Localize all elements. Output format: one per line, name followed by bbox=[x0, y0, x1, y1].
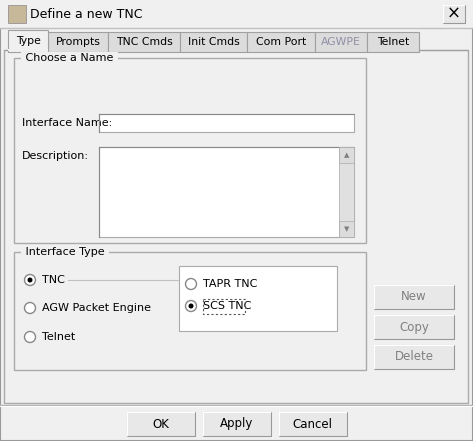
Text: Init Cmds: Init Cmds bbox=[188, 37, 239, 47]
Bar bbox=[180, 32, 247, 52]
Bar bbox=[179, 266, 337, 331]
Text: Description:: Description: bbox=[22, 151, 89, 161]
Bar bbox=[202, 412, 271, 436]
Text: Telnet: Telnet bbox=[42, 332, 75, 342]
Circle shape bbox=[27, 277, 33, 283]
Bar bbox=[4, 50, 468, 403]
Bar bbox=[444, 6, 466, 24]
Text: TNC Cmds: TNC Cmds bbox=[115, 37, 172, 47]
Text: OK: OK bbox=[152, 418, 169, 430]
Circle shape bbox=[25, 332, 35, 343]
Circle shape bbox=[189, 303, 193, 309]
Bar bbox=[0, 0, 473, 28]
Text: ×: × bbox=[447, 5, 461, 23]
Bar bbox=[203, 413, 272, 437]
Bar bbox=[443, 5, 465, 23]
Circle shape bbox=[185, 279, 196, 289]
Bar bbox=[14, 252, 366, 370]
Bar bbox=[8, 30, 48, 52]
Text: Delete: Delete bbox=[394, 351, 433, 363]
Circle shape bbox=[185, 300, 196, 311]
Bar bbox=[339, 147, 354, 163]
Bar bbox=[108, 32, 180, 52]
Bar bbox=[99, 147, 354, 237]
Bar bbox=[374, 345, 454, 369]
Bar bbox=[8, 5, 26, 23]
Bar bbox=[280, 413, 348, 437]
Text: SCS TNC: SCS TNC bbox=[203, 301, 251, 311]
Bar bbox=[339, 147, 354, 237]
Text: Copy: Copy bbox=[399, 321, 429, 333]
Bar bbox=[375, 286, 455, 310]
Circle shape bbox=[25, 303, 35, 314]
Text: Com Port: Com Port bbox=[256, 37, 306, 47]
Bar bbox=[99, 114, 354, 132]
Text: New: New bbox=[401, 291, 427, 303]
Bar bbox=[128, 413, 195, 437]
Text: Telnet: Telnet bbox=[377, 37, 409, 47]
Bar bbox=[367, 32, 419, 52]
Circle shape bbox=[25, 274, 35, 285]
Bar bbox=[14, 58, 366, 243]
Bar bbox=[247, 32, 315, 52]
Bar bbox=[203, 299, 245, 314]
Text: AGW Packet Engine: AGW Packet Engine bbox=[42, 303, 151, 313]
Text: Type: Type bbox=[16, 36, 40, 46]
Text: Define a new TNC: Define a new TNC bbox=[30, 7, 142, 20]
Text: Interface Name:: Interface Name: bbox=[22, 118, 112, 128]
Text: Cancel: Cancel bbox=[292, 418, 333, 430]
Bar bbox=[375, 346, 455, 370]
Bar bbox=[48, 32, 108, 52]
Bar bbox=[126, 412, 194, 436]
Text: TAPR TNC: TAPR TNC bbox=[203, 279, 257, 289]
Text: Interface Type: Interface Type bbox=[22, 247, 108, 257]
Bar bbox=[315, 32, 367, 52]
Bar bbox=[375, 316, 455, 340]
Text: TNC: TNC bbox=[42, 275, 65, 285]
Text: ▼: ▼ bbox=[344, 226, 349, 232]
Text: AGWPE: AGWPE bbox=[321, 37, 361, 47]
Bar bbox=[374, 315, 454, 339]
Text: ▲: ▲ bbox=[344, 152, 349, 158]
Text: Prompts: Prompts bbox=[55, 37, 100, 47]
Text: Apply: Apply bbox=[220, 418, 253, 430]
Bar bbox=[279, 412, 347, 436]
Bar bbox=[339, 221, 354, 237]
Text: Choose a Name: Choose a Name bbox=[22, 53, 117, 63]
Bar bbox=[374, 285, 454, 309]
